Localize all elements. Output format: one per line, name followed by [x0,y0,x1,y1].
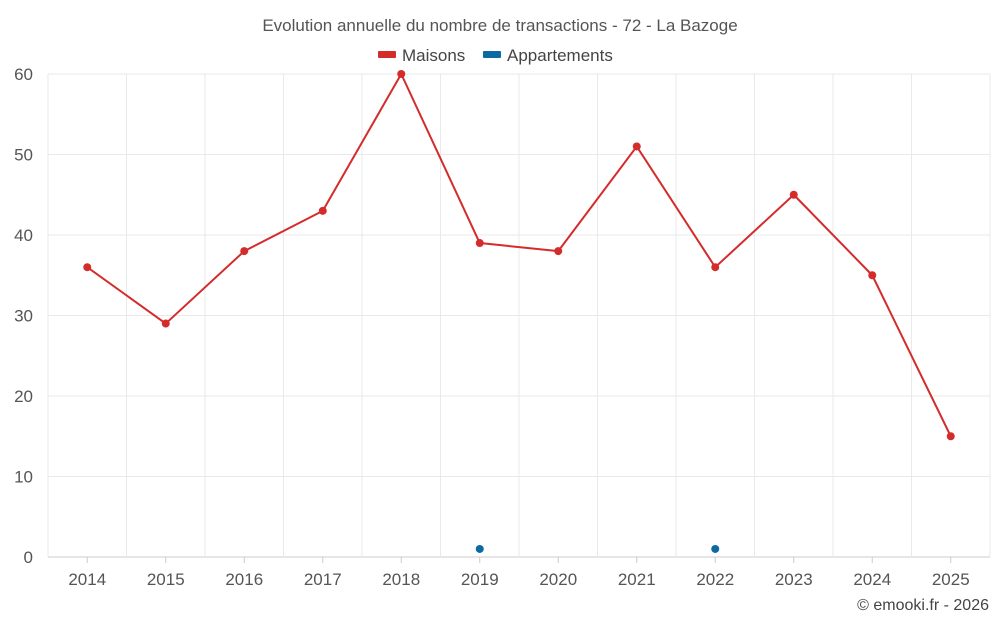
x-axis: 2014 2015 2016 2017 2018 2019 2020 2021 2022 2023… [68,557,970,589]
data-point-maisons-2021[interactable] [632,142,641,151]
x-tick-label: 2020 [539,570,577,589]
data-point-maisons-2025[interactable] [946,432,955,441]
series-appartements [475,544,720,553]
grid [47,73,991,558]
credit-text: © emooki.fr - 2026 [857,597,989,614]
y-tick-label: 30 [14,307,33,326]
x-tick-label: 2025 [932,570,970,589]
legend-swatch-maisons[interactable] [378,51,396,58]
y-tick-label: 20 [14,387,33,406]
chart-title: Evolution annuelle du nombre de transact… [262,16,737,35]
x-tick-label: 2023 [775,570,813,589]
y-axis: 0 10 20 30 40 50 60 [14,65,33,567]
legend-label-maisons[interactable]: Maisons [402,46,465,65]
x-tick-label: 2022 [696,570,734,589]
x-tick-label: 2015 [147,570,185,589]
data-point-maisons-2023[interactable] [789,190,798,199]
series-maisons [83,70,955,441]
x-tick-label: 2019 [461,570,499,589]
y-tick-label: 40 [14,226,33,245]
y-tick-label: 0 [24,548,33,567]
x-tick-label: 2024 [853,570,891,589]
y-tick-label: 50 [14,146,33,165]
data-point-appartements-2019[interactable] [475,544,484,553]
series [83,70,955,553]
legend-label-appartements[interactable]: Appartements [507,46,613,65]
data-point-appartements-2022[interactable] [711,544,720,553]
data-point-maisons-2015[interactable] [161,319,170,328]
series-line-maisons [86,73,952,437]
y-tick-label: 10 [14,468,33,487]
legend-swatch-appartements[interactable] [483,51,501,58]
x-tick-label: 2017 [304,570,342,589]
x-tick-label: 2018 [382,570,420,589]
y-tick-label: 60 [14,65,33,84]
data-point-maisons-2022[interactable] [711,263,720,272]
data-point-maisons-2017[interactable] [318,206,327,215]
data-point-maisons-2018[interactable] [397,70,406,78]
data-point-maisons-2024[interactable] [868,271,877,280]
data-point-maisons-2019[interactable] [475,239,484,248]
x-tick-label: 2016 [225,570,263,589]
data-point-maisons-2014[interactable] [83,263,92,272]
legend: Maisons Appartements [378,46,613,65]
data-point-maisons-2020[interactable] [554,247,563,256]
x-tick-label: 2014 [68,570,106,589]
x-tick-label: 2021 [618,570,656,589]
data-point-maisons-2016[interactable] [240,247,249,256]
